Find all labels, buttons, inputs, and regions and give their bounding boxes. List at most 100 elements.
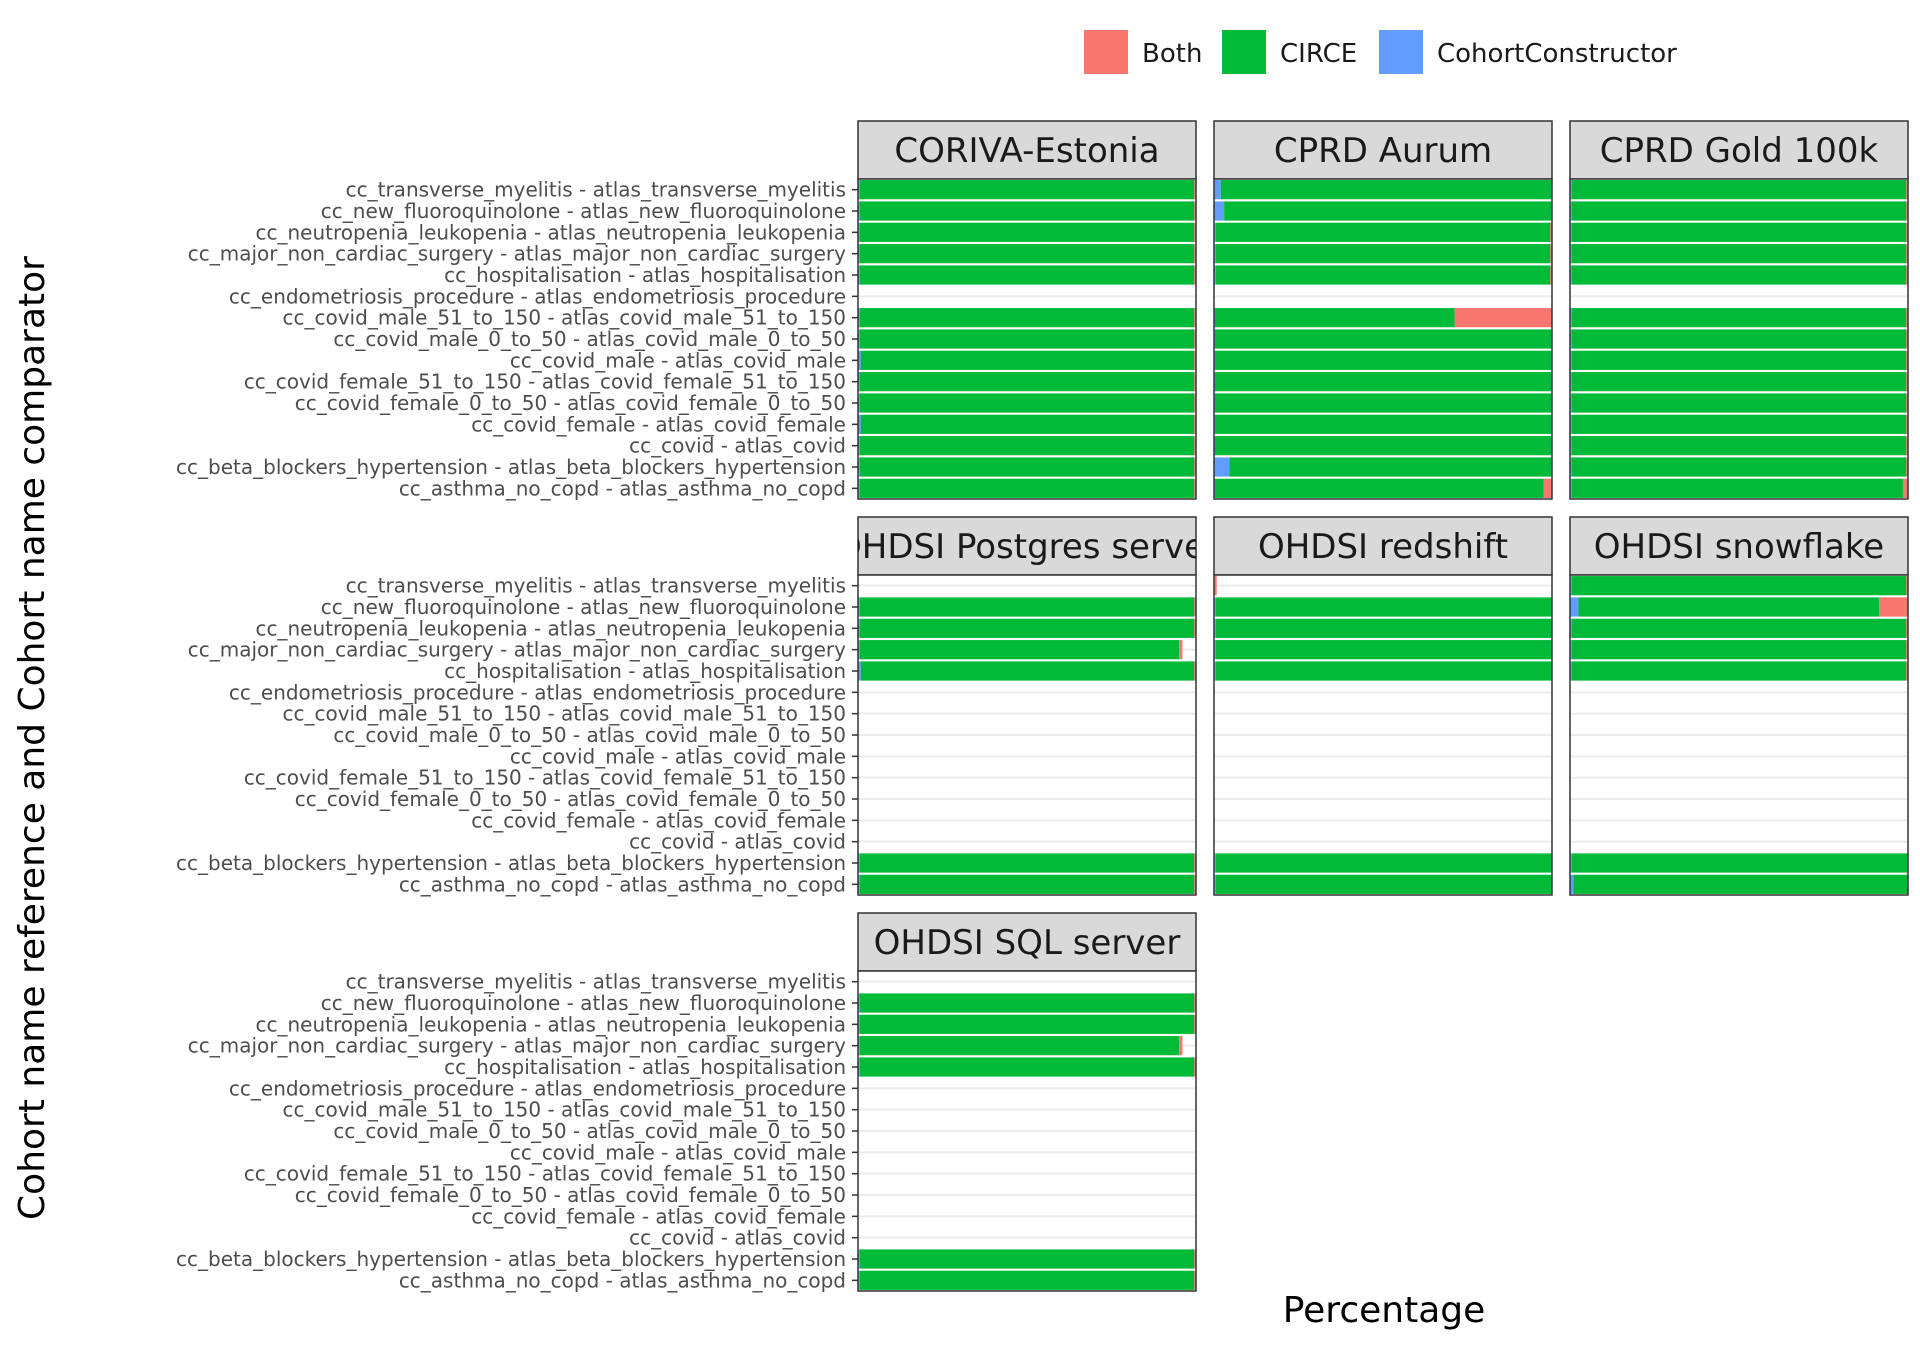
circe-bar	[1571, 308, 1907, 328]
y-tick-label: cc_covid_male_51_to_150 - atlas_covid_ma…	[283, 1098, 847, 1122]
circe-bar	[1215, 478, 1544, 498]
y-tick-label: cc_covid_male_0_to_50 - atlas_covid_male…	[333, 327, 846, 351]
cohortconstructor-bar	[1570, 640, 1572, 660]
cohortconstructor-bar	[858, 1014, 860, 1034]
y-tick-label: cc_covid_female - atlas_covid_female	[471, 1204, 846, 1228]
facet-title: OHDSI snowflake	[1594, 527, 1884, 567]
y-tick-label: cc_covid_male_0_to_50 - atlas_covid_male…	[333, 723, 846, 747]
circe-bar	[1571, 618, 1907, 638]
cohortconstructor-bar	[1570, 372, 1572, 392]
y-tick-label: cc_covid_male_0_to_50 - atlas_covid_male…	[333, 1119, 846, 1143]
circe-bar	[1215, 436, 1551, 456]
both-bar	[1194, 265, 1196, 285]
circe-bar	[1571, 436, 1907, 456]
cohortconstructor-bar	[858, 414, 861, 434]
cohortconstructor-bar	[1570, 874, 1574, 894]
y-tick-label: cc_endometriosis_procedure - atlas_endom…	[229, 284, 846, 308]
circe-bar	[859, 640, 1180, 660]
both-bar	[1906, 180, 1908, 200]
y-tick-label: cc_covid_male_51_to_150 - atlas_covid_ma…	[283, 306, 847, 330]
y-tick-label: cc_asthma_no_copd - atlas_asthma_no_copd	[399, 872, 846, 896]
cohortconstructor-bar	[858, 308, 860, 328]
y-tick-label: cc_neutropenia_leukopenia - atlas_neutro…	[255, 1012, 846, 1036]
legend-swatch	[1379, 30, 1423, 74]
both-bar	[1550, 265, 1552, 285]
both-bar	[1906, 436, 1908, 456]
circe-bar	[1215, 372, 1551, 392]
cohortconstructor-bar	[858, 1057, 860, 1077]
both-bar	[1194, 222, 1196, 242]
cohortconstructor-bar	[1570, 244, 1572, 264]
cohortconstructor-bar	[858, 457, 860, 477]
cohortconstructor-bar	[1570, 329, 1572, 349]
cohortconstructor-bar	[1570, 265, 1572, 285]
circe-bar	[859, 308, 1195, 328]
cohortconstructor-bar	[1214, 853, 1216, 873]
facet-panel: OHDSI Postgres server cc_transverse_myeli…	[176, 516, 1197, 896]
circe-bar	[1215, 308, 1455, 328]
both-bar	[1194, 308, 1196, 328]
both-bar	[1906, 308, 1908, 328]
both-bar	[1454, 308, 1552, 328]
facet-strip	[857, 912, 1197, 972]
legend-item: CIRCE	[1222, 30, 1357, 74]
circe-bar	[1578, 597, 1880, 617]
circe-bar	[1571, 478, 1903, 498]
cohortconstructor-bar	[858, 350, 861, 370]
cohortconstructor-bar	[1214, 640, 1216, 660]
y-tick-label: cc_covid_male - atlas_covid_male	[510, 348, 846, 372]
circe-bar	[859, 180, 1195, 200]
cohortconstructor-bar	[1570, 576, 1572, 596]
y-tick-label: cc_covid_male_51_to_150 - atlas_covid_ma…	[283, 702, 847, 726]
cohortconstructor-bar	[1570, 853, 1572, 873]
circe-bar	[1571, 180, 1907, 200]
circe-bar	[1215, 414, 1551, 434]
y-tick-label: cc_asthma_no_copd - atlas_asthma_no_copd	[399, 1268, 846, 1292]
both-bar	[1906, 244, 1908, 264]
cohortconstructor-bar	[1570, 201, 1572, 221]
circe-bar	[859, 201, 1195, 221]
both-bar	[1906, 576, 1908, 596]
both-bar	[1194, 201, 1196, 221]
both-bar	[1194, 244, 1196, 264]
both-bar	[1906, 329, 1908, 349]
cohortconstructor-bar	[858, 436, 860, 456]
circe-bar	[1571, 350, 1907, 370]
y-tick-label: cc_covid_female_51_to_150 - atlas_covid_…	[244, 766, 846, 790]
facet-panels: CORIVA-Estonia cc_transverse_myelitis - a…	[176, 120, 1909, 1292]
cohortconstructor-bar	[858, 1036, 860, 1056]
cohortconstructor-bar	[858, 478, 860, 498]
both-bar	[1906, 661, 1908, 681]
circe-bar	[860, 414, 1195, 434]
circe-bar	[859, 329, 1195, 349]
legend-item: Both	[1084, 30, 1202, 74]
y-tick-label: cc_covid_male - atlas_covid_male	[510, 744, 846, 768]
both-bar	[1906, 222, 1908, 242]
cohortconstructor-bar	[858, 329, 860, 349]
circe-bar	[859, 1057, 1195, 1077]
facet-panel: CPRD Aurum	[1213, 120, 1553, 500]
both-bar	[1214, 576, 1217, 596]
both-bar	[1194, 874, 1196, 894]
circe-bar	[1215, 618, 1552, 638]
facet-panel: OHDSI SQL server cc_transverse_myelitis -…	[176, 912, 1197, 1292]
both-bar	[1906, 265, 1908, 285]
circe-bar	[1215, 350, 1551, 370]
circe-bar	[1571, 576, 1907, 596]
y-tick-label: cc_hospitalisation - atlas_hospitalisati…	[444, 263, 846, 287]
y-tick-label: cc_hospitalisation - atlas_hospitalisati…	[444, 1055, 846, 1079]
cohortconstructor-bar	[1570, 414, 1572, 434]
both-bar	[1906, 372, 1908, 392]
both-bar	[1194, 329, 1196, 349]
y-tick-label: cc_covid - atlas_covid	[629, 434, 846, 458]
cohortconstructor-bar	[858, 265, 860, 285]
both-bar	[1194, 457, 1196, 477]
y-axis-title: Cohort name reference and Cohort name co…	[12, 256, 53, 1220]
circe-bar	[1215, 393, 1551, 413]
circe-bar	[1571, 329, 1907, 349]
facet-panel: OHDSI redshift	[1213, 516, 1553, 896]
circe-bar	[1571, 661, 1907, 681]
cohortconstructor-bar	[858, 201, 860, 221]
legend-swatch	[1222, 30, 1266, 74]
